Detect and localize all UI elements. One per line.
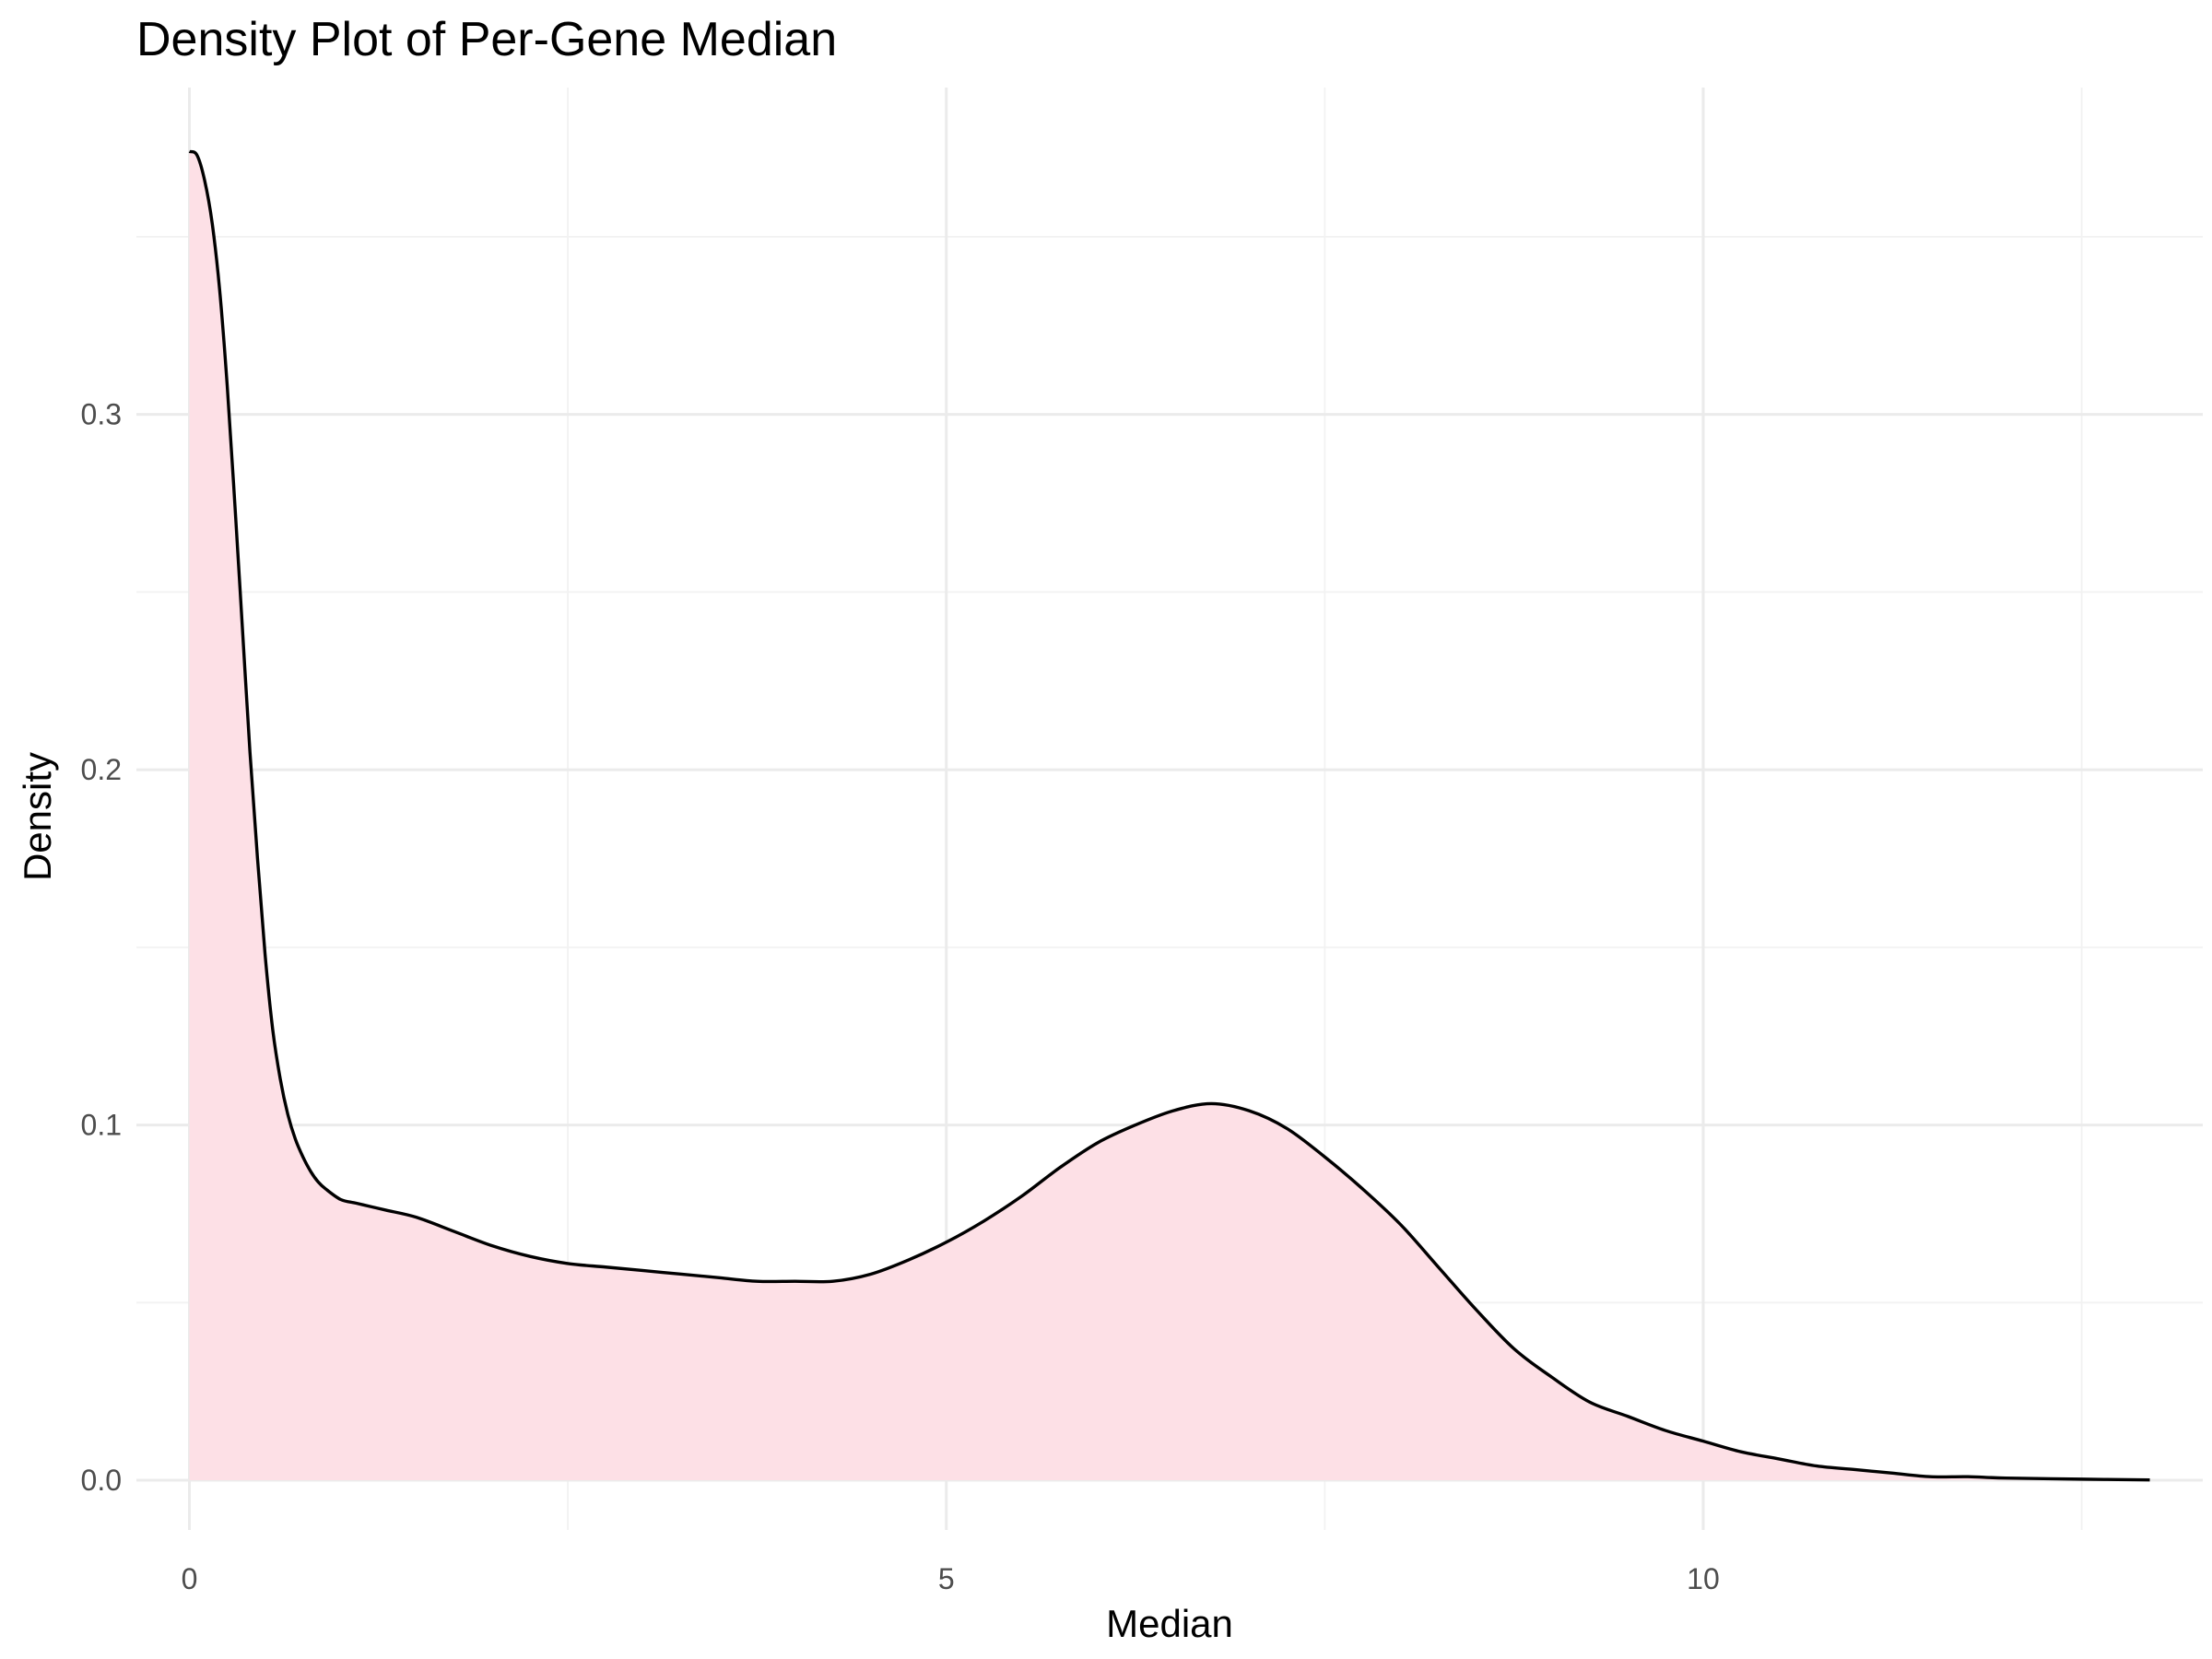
x-tick-label: 10: [1687, 1562, 1720, 1595]
x-tick-label: 0: [182, 1562, 198, 1595]
y-tick-label: 0.0: [81, 1464, 122, 1497]
y-tick-label: 0.3: [81, 398, 122, 431]
y-tick-label: 0.2: [81, 753, 122, 786]
x-tick-label: 5: [938, 1562, 955, 1595]
y-tick-label: 0.1: [81, 1109, 122, 1142]
y-axis-tick-labels: 0.0 0.1 0.2 0.3: [81, 398, 122, 1497]
chart-title: Density Plot of Per-Gene Median: [136, 13, 837, 66]
x-axis-title: Median: [1106, 1602, 1233, 1645]
density-area: [189, 151, 2150, 1481]
density-curve: [188, 149, 2150, 1482]
x-axis-tick-labels: 0 5 10: [182, 1562, 1720, 1595]
y-axis-title: Density: [16, 752, 59, 881]
